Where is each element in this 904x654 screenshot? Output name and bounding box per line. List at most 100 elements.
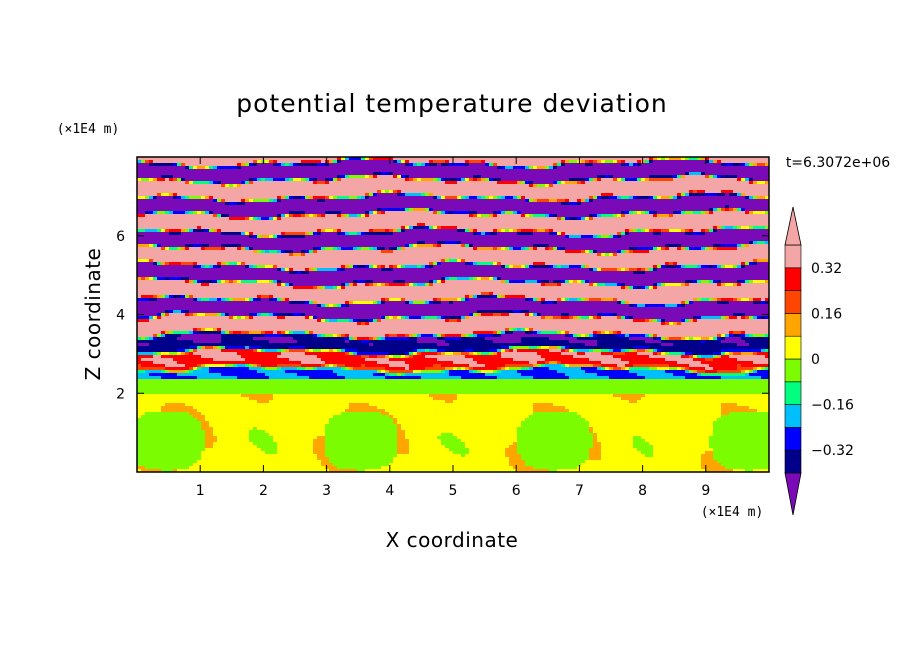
field-cell [429, 169, 434, 173]
field-cell [713, 160, 718, 164]
field-cell [429, 196, 434, 200]
field-cell [677, 199, 682, 203]
field-cell [605, 232, 610, 236]
field-cell [581, 220, 586, 224]
field-cell [261, 202, 266, 206]
field-cell [429, 226, 434, 230]
field-cell [753, 211, 758, 215]
field-cell [757, 241, 762, 245]
field-cell [609, 205, 614, 209]
field-cell [489, 163, 494, 167]
field-cell [377, 247, 382, 251]
field-cell [221, 163, 226, 167]
field-cell [693, 187, 698, 191]
field-cell [297, 211, 302, 215]
field-cell [681, 178, 686, 182]
field-cell [681, 166, 686, 170]
field-cell [257, 247, 262, 251]
field-cell [577, 214, 582, 218]
field-cell [189, 214, 194, 218]
field-cell [229, 205, 234, 209]
field-cell [305, 211, 310, 215]
field-cell [341, 178, 346, 182]
field-cell [549, 217, 554, 221]
field-cell [229, 226, 234, 230]
field-cell [253, 193, 258, 197]
field-cell [529, 232, 534, 236]
field-cell [569, 175, 574, 179]
field-cell [141, 196, 146, 200]
field-cell [321, 232, 326, 236]
field-cell [709, 226, 714, 230]
field-cell [525, 184, 530, 188]
field-cell [653, 232, 658, 236]
field-cell [713, 193, 718, 197]
field-cell [445, 247, 450, 251]
field-cell [265, 214, 270, 218]
field-cell [397, 244, 402, 248]
field-cell [701, 223, 706, 227]
field-cell [229, 223, 234, 227]
field-cell [269, 163, 274, 167]
field-cell [249, 184, 254, 188]
field-cell [745, 157, 750, 161]
field-cell [381, 226, 386, 230]
field-cell [477, 190, 482, 194]
field-cell [225, 223, 230, 227]
field-cell [301, 181, 306, 185]
field-cell [725, 178, 730, 182]
field-cell [613, 187, 618, 191]
field-cell [689, 199, 694, 203]
field-cell [201, 244, 206, 248]
field-cell [545, 181, 550, 185]
field-cell [205, 211, 210, 215]
field-cell [165, 229, 170, 233]
field-cell [489, 241, 494, 245]
field-cell [461, 199, 466, 203]
field-cell [517, 184, 522, 188]
field-cell [445, 211, 450, 215]
field-cell [197, 250, 202, 254]
field-cell [285, 169, 290, 173]
field-cell [333, 172, 338, 176]
field-cell [345, 196, 350, 200]
field-cell [505, 211, 510, 215]
field-cell [333, 226, 338, 230]
field-cell [265, 223, 270, 227]
field-cell [481, 229, 486, 233]
field-cell [385, 244, 390, 248]
field-cell [157, 193, 162, 197]
field-cell [449, 211, 454, 215]
field-cell [725, 199, 730, 203]
field-cell [493, 202, 498, 206]
field-cell [413, 214, 418, 218]
field-cell [277, 196, 282, 200]
field-cell [345, 199, 350, 203]
field-cell [449, 169, 454, 173]
field-cell [153, 181, 158, 185]
field-cell [309, 181, 314, 185]
field-cell [537, 202, 542, 206]
field-cell [429, 190, 434, 194]
field-cell [137, 157, 142, 161]
field-cell [609, 238, 614, 242]
field-cell [169, 196, 174, 200]
field-cell [309, 202, 314, 206]
field-cell [593, 232, 598, 236]
field-cell [537, 247, 542, 251]
field-cell [713, 211, 718, 215]
field-cell [373, 223, 378, 227]
field-cell [721, 238, 726, 242]
field-cell [517, 244, 522, 248]
field-cell [561, 163, 566, 167]
field-cell [185, 223, 190, 227]
field-cell [689, 217, 694, 221]
field-cell [241, 232, 246, 236]
field-cell [277, 190, 282, 194]
field-cell [661, 214, 666, 218]
field-cell [709, 229, 714, 233]
field-cell [649, 184, 654, 188]
field-cell [605, 220, 610, 224]
field-cell [521, 220, 526, 224]
field-cell [277, 160, 282, 164]
